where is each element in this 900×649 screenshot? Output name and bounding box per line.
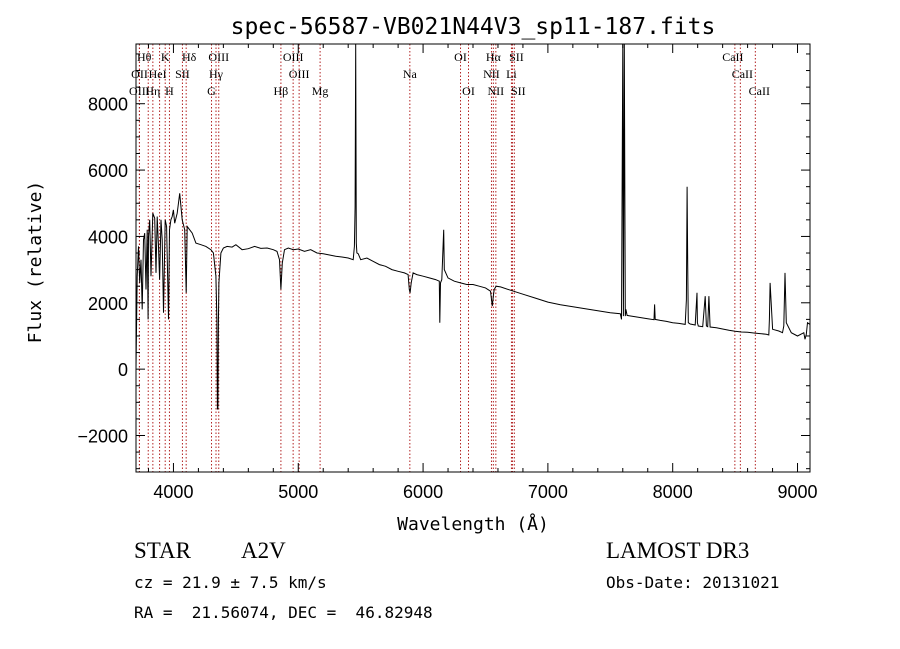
x-tick-label: 8000 — [653, 482, 693, 502]
line-label-1: OII — [131, 67, 148, 81]
chart-title: spec-56587-VB021N44V3_sp11-187.fits — [231, 14, 716, 40]
x-tick-label: 6000 — [403, 482, 443, 502]
y-tick-label: 4000 — [88, 227, 128, 247]
line-label-12: Hβ — [274, 84, 289, 98]
object-subclass: A2V — [241, 538, 286, 563]
observation-date: Obs-Date: 20131021 — [606, 573, 780, 592]
line-label-3: Hη — [145, 84, 160, 98]
line-label-10: Hγ — [209, 67, 224, 81]
line-label-15: Mg — [312, 84, 329, 98]
line-label-2: OIII — [129, 84, 150, 98]
line-label-21: NII — [488, 84, 505, 98]
line-label-0: Hθ — [137, 50, 152, 64]
line-label-24: Li — [506, 67, 517, 81]
y-tick-label: −2000 — [77, 427, 128, 447]
y-tick-label: 8000 — [88, 95, 128, 115]
line-label-6: HeI — [149, 67, 167, 81]
y-tick-label: 2000 — [88, 294, 128, 314]
y-tick-label: 0 — [118, 360, 128, 380]
x-tick-label: 9000 — [777, 482, 817, 502]
line-label-13: OIII — [283, 50, 304, 64]
y-tick-label: 6000 — [88, 161, 128, 181]
x-tick-label: 7000 — [528, 482, 568, 502]
spectral-line-markers — [138, 44, 756, 472]
y-axis-ticks: −2000 0 2000 4000 6000 8000 — [77, 53, 810, 470]
line-label-14: OIII — [289, 67, 310, 81]
line-label-11: G — [207, 84, 216, 98]
coordinates: RA = 21.56074, DEC = 46.82948 — [134, 603, 433, 622]
line-label-20: NII — [483, 67, 500, 81]
line-label-26: CaII — [732, 67, 753, 81]
line-label-16: Na — [403, 67, 418, 81]
line-label-5: H — [165, 84, 174, 98]
line-label-18: OI — [462, 84, 475, 98]
line-label-22: SII — [509, 50, 524, 64]
line-label-7: SII — [175, 67, 190, 81]
line-label-8: Hδ — [182, 50, 197, 64]
line-label-23: SII — [511, 84, 526, 98]
redshift-velocity: cz = 21.9 ± 7.5 km/s — [134, 573, 327, 592]
object-class: STAR — [134, 538, 191, 563]
x-tick-label: 4000 — [153, 482, 193, 502]
y-axis-label: Flux (relative) — [25, 181, 46, 344]
line-label-17: OI — [454, 50, 467, 64]
spectrum-series-line — [135, 43, 811, 410]
line-label-9: OIII — [208, 50, 229, 64]
line-label-27: CaII — [749, 84, 770, 98]
x-axis-label: Wavelength (Å) — [397, 513, 549, 535]
line-label-19: Hα — [486, 50, 502, 64]
plot-frame — [135, 43, 811, 473]
x-tick-label: 5000 — [278, 482, 318, 502]
line-label-4: K — [161, 50, 170, 64]
x-axis-ticks: 4000 5000 6000 7000 8000 9000 — [147, 44, 818, 502]
line-label-25: CaII — [722, 50, 743, 64]
survey-name: LAMOST DR3 — [606, 538, 750, 563]
